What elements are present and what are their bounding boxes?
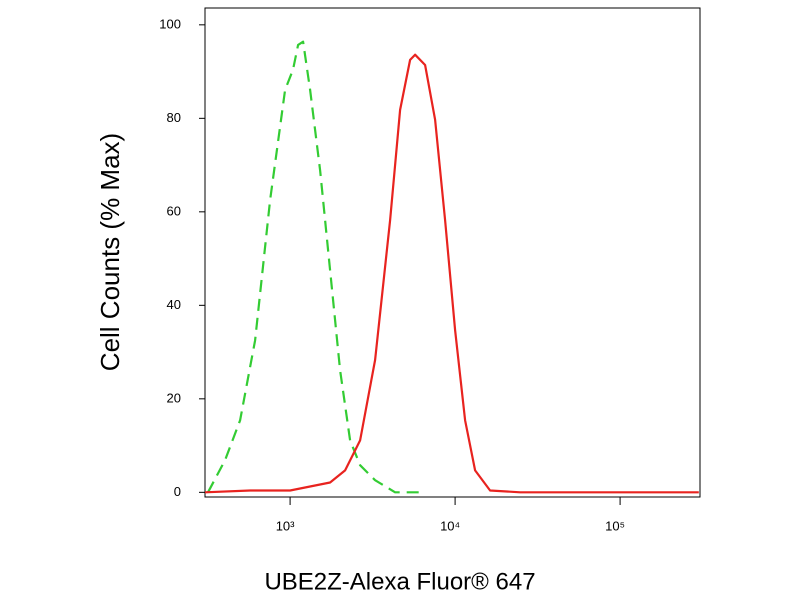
x-tick-label: 10⁵ bbox=[605, 518, 625, 533]
series-line bbox=[207, 40, 421, 494]
y-tick-label: 20 bbox=[167, 390, 181, 405]
y-tick-label: 0 bbox=[174, 484, 181, 499]
series-line bbox=[204, 53, 699, 494]
plot-frame bbox=[204, 7, 701, 498]
x-tick-label: 10³ bbox=[276, 518, 295, 533]
y-tick-label: 80 bbox=[167, 110, 181, 125]
y-tick-label: 100 bbox=[159, 16, 181, 31]
y-tick-label: 60 bbox=[167, 203, 181, 218]
x-axis-label: UBE2Z-Alexa Fluor® 647 bbox=[264, 568, 535, 595]
y-tick-label: 40 bbox=[167, 297, 181, 312]
x-tick-label: 10⁴ bbox=[440, 518, 460, 533]
y-axis-label: Cell Counts (% Max) bbox=[95, 133, 125, 371]
